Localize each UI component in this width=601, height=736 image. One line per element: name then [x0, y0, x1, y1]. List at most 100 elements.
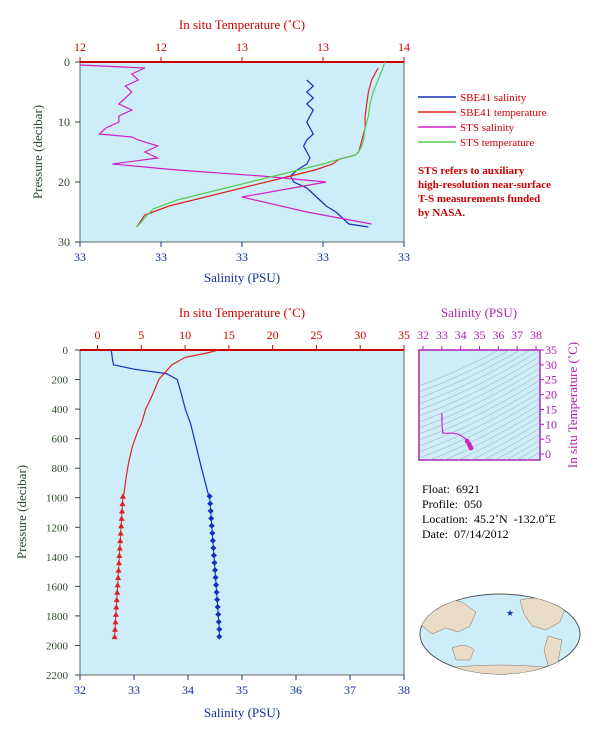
temperature-sample-marker — [113, 596, 120, 603]
temperature-sample-marker — [112, 626, 119, 632]
sts-note-line-3: T-S measurements funded — [418, 193, 541, 205]
salinity-sample-marker — [208, 515, 215, 522]
temperature-sample-marker — [118, 522, 125, 529]
top-salinity-tick-label: 33 — [74, 250, 86, 264]
main-pressure-tick-label: 800 — [52, 463, 69, 475]
ts-salinity-tick-labels: 32 33 34 35 36 37 38 — [417, 328, 542, 350]
main-salinity-tick-label: 33 — [128, 683, 140, 697]
main-pressure-tick-label: 1200 — [46, 522, 69, 534]
salinity-sample-marker — [212, 567, 218, 574]
density-contour — [494, 433, 540, 460]
top-temperature-tick-label: 13 — [317, 40, 329, 54]
salinity-sample-marker — [212, 574, 219, 581]
main-temperature-tick-label: 0 — [95, 328, 101, 342]
top-pressure-tick-label: 20 — [58, 175, 70, 189]
temperature-sample-marker — [111, 633, 118, 640]
density-contour — [419, 355, 540, 417]
ts-density-contours — [419, 350, 540, 460]
salinity-sample-marker — [207, 508, 214, 515]
salinity-sample-marker — [215, 618, 222, 625]
main-temperature-tick-label: 5 — [138, 328, 144, 342]
ts-salinity-tick-label: 32 — [417, 328, 429, 342]
main-temperature-axis-title: In situ Temperature (˚C) — [179, 305, 305, 320]
ts-plot-area — [418, 349, 541, 461]
temperature-sample-marker — [115, 559, 122, 566]
main-salinity-tick-label: 34 — [182, 683, 194, 697]
main-salinity-tick-label: 35 — [236, 683, 248, 697]
top-plot-area — [79, 61, 405, 243]
profile-date: Date: 07/14/2012 — [422, 527, 509, 541]
main-salinity-tick-label: 38 — [398, 683, 410, 697]
top-salinity-tick-label: 33 — [236, 250, 248, 264]
top-pressure-tick-label: 10 — [58, 115, 70, 129]
legend-label-sts-temperature: STS temperature — [460, 137, 534, 149]
salinity-sample-marker — [211, 559, 218, 566]
ts-diagram: Salinity (PSU) In situ Temperature (˚C) … — [417, 305, 580, 468]
temperature-sample-marker — [117, 530, 124, 536]
ts-salinity-tick-label: 38 — [530, 328, 542, 342]
top-salinity-axis-title: Salinity (PSU) — [204, 270, 280, 285]
density-contour — [505, 439, 540, 460]
main-pressure-tick-label: 0 — [63, 345, 69, 357]
main-pressure-tick-labels: 0 200 400 600 800 1000 1200 1400 1600 1800 2000 220… — [46, 345, 80, 682]
main-temperature-tick-labels: 0 5 10 15 20 25 30 35 — [95, 328, 410, 350]
top-temperature-tick-label: 14 — [398, 40, 410, 54]
near-surface-profile-chart: In situ Temperature (˚C) Salinity (PSU) … — [30, 17, 410, 285]
ts-temperature-tick-label: 5 — [545, 432, 551, 446]
main-plot-area — [79, 349, 405, 676]
main-temperature-tick-label: 35 — [398, 328, 410, 342]
main-salinity-tick-label: 36 — [290, 683, 302, 697]
main-temperature-tick-label: 15 — [223, 328, 235, 342]
profile-number: Profile: 050 — [422, 497, 482, 511]
temperature-sample-marker — [118, 515, 125, 521]
temperature-sample-marker — [119, 500, 126, 507]
top-salinity-tick-label: 33 — [317, 250, 329, 264]
ts-salinity-tick-label: 34 — [455, 328, 467, 342]
ts-temperature-tick-label: 25 — [545, 373, 557, 387]
float-location: Location: 45.2˚N -132.0˚E — [422, 512, 556, 526]
ts-temperature-tick-label: 15 — [545, 402, 557, 416]
ts-salinity-axis-title: Salinity (PSU) — [441, 305, 517, 320]
ts-temperature-tick-label: 30 — [545, 358, 557, 372]
top-temperature-tick-label: 12 — [155, 40, 167, 54]
map-land-australia — [451, 645, 475, 661]
top-pressure-tick-label: 0 — [64, 55, 70, 69]
temperature-sample-marker — [114, 581, 121, 588]
salinity-sample-marker — [214, 596, 221, 603]
density-contour — [419, 391, 540, 453]
main-temperature-tick-label: 30 — [354, 328, 366, 342]
temperature-sample-marker — [119, 493, 126, 499]
top-temperature-tick-label: 12 — [74, 40, 86, 54]
density-contour — [457, 415, 540, 460]
deep-profile-chart: In situ Temperature (˚C) Salinity (PSU) … — [14, 305, 410, 720]
legend-label-sts-salinity: STS salinity — [460, 122, 515, 134]
salinity-sample-marker — [216, 626, 223, 633]
density-contour — [419, 350, 540, 411]
legend: SBE41 salinity SBE41 temperature STS sal… — [418, 92, 547, 149]
main-salinity-tick-labels: 32 33 34 35 36 37 38 — [74, 675, 410, 697]
main-pressure-axis-title: Pressure (decibar) — [14, 465, 29, 559]
world-map: ★ — [419, 593, 581, 675]
ts-salinity-tick-label: 35 — [474, 328, 486, 342]
top-series-group — [79, 61, 386, 228]
ts-temperature-tick-label: 20 — [545, 388, 557, 402]
top-pressure-tick-label: 30 — [58, 235, 70, 249]
main-salinity-axis-title: Salinity (PSU) — [204, 705, 280, 720]
density-contour — [419, 373, 540, 435]
main-series-group — [110, 349, 223, 640]
top-temperature-tick-label: 13 — [236, 40, 248, 54]
top-series-sts-temperature — [136, 61, 386, 228]
main-pressure-tick-label: 1000 — [46, 493, 69, 505]
main-temperature-tick-label: 25 — [310, 328, 322, 342]
top-salinity-tick-label: 33 — [155, 250, 167, 264]
density-contour — [419, 350, 511, 393]
main-temperature-tick-label: 20 — [267, 328, 279, 342]
ts-salinity-tick-label: 33 — [436, 328, 448, 342]
salinity-sample-marker — [215, 611, 222, 618]
ts-temperature-tick-label: 35 — [545, 343, 557, 357]
temperature-sample-marker — [117, 537, 124, 544]
density-contour — [443, 409, 540, 460]
density-contour — [419, 385, 540, 447]
